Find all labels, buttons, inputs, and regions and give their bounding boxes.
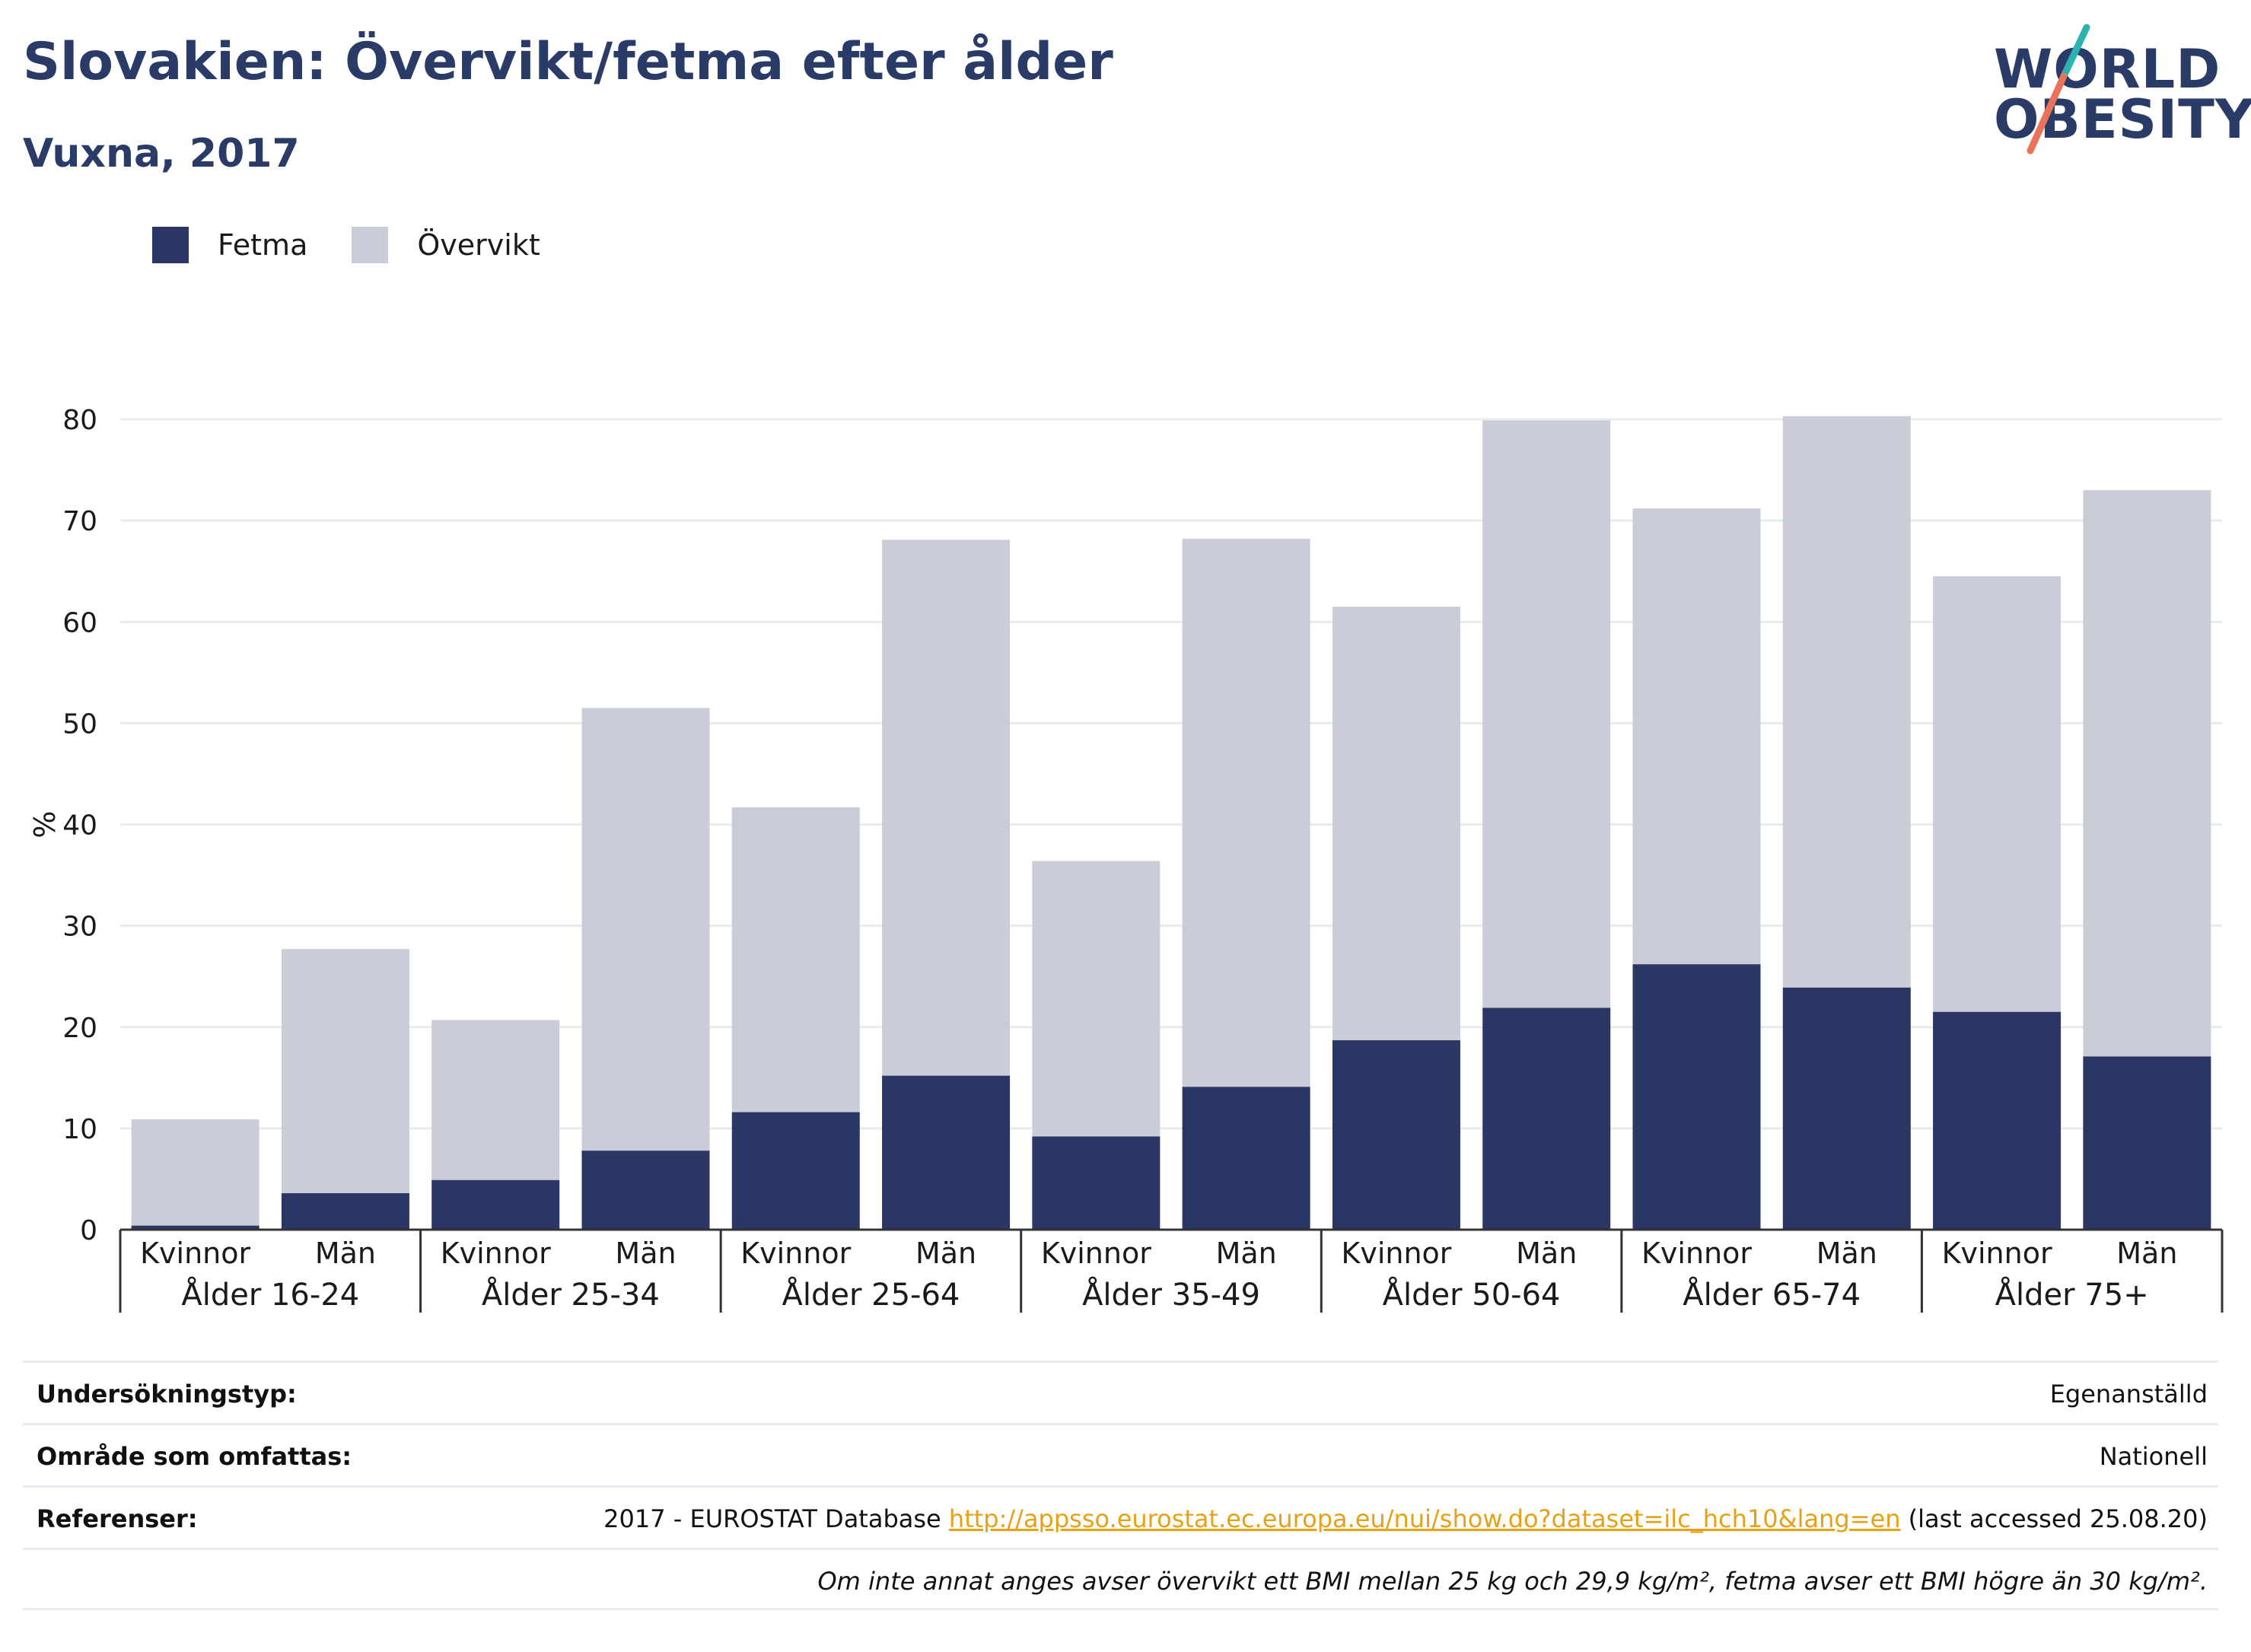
bar-overvikt [581, 708, 710, 1151]
bar-fetma [581, 1151, 710, 1230]
bar-fetma [281, 1193, 409, 1230]
x-tick-label: Kvinnor [1641, 1237, 1752, 1270]
meta-label-coverage: Område som omfattas: [37, 1442, 352, 1471]
x-tick-label: Män [615, 1237, 676, 1270]
meta-label-survey-type: Undersökningstyp: [37, 1380, 297, 1408]
x-tick-label: Män [915, 1237, 976, 1270]
meta-row-references: Referenser: 2017 - EUROSTAT Database htt… [23, 1485, 2218, 1548]
reference-link[interactable]: http://appsso.eurostat.ec.europa.eu/nui/… [948, 1504, 1901, 1533]
chart-legend: Fetma Övervikt [152, 225, 584, 265]
y-tick-label: 40 [62, 810, 97, 842]
logo-slash-icon [2027, 24, 2090, 154]
x-tick-label: Män [1816, 1237, 1877, 1270]
x-tick-label: Män [1216, 1237, 1277, 1270]
x-tick-label: Kvinnor [441, 1237, 551, 1270]
y-tick-label: 50 [62, 708, 97, 740]
y-axis-label: % [28, 810, 62, 838]
x-tick-label: Kvinnor [1341, 1237, 1451, 1270]
meta-value-references: 2017 - EUROSTAT Database http://appsso.e… [603, 1504, 2208, 1533]
bar-fetma [1332, 1040, 1460, 1230]
x-tick-label: Män [315, 1237, 376, 1270]
bar-fetma [882, 1075, 1011, 1230]
x-tick-label: Kvinnor [140, 1237, 250, 1270]
chart-subtitle: Vuxna, 2017 [23, 131, 300, 177]
legend-item-fetma: Fetma [152, 227, 307, 263]
bar-overvikt [882, 540, 1011, 1076]
bar-overvikt [2083, 490, 2211, 1057]
bar-overvikt [731, 807, 860, 1112]
y-tick-label: 0 [80, 1215, 97, 1246]
bar-overvikt [1782, 416, 1911, 988]
bar-overvikt [131, 1119, 259, 1226]
x-tick-label: Kvinnor [1041, 1237, 1151, 1270]
bar-overvikt [431, 1020, 560, 1180]
meta-row-coverage: Område som omfattas: Nationell [23, 1423, 2218, 1485]
group-label: Ålder 25-64 [782, 1276, 960, 1313]
y-tick-label: 30 [62, 912, 97, 943]
bar-overvikt [1482, 420, 1611, 1008]
meta-value-coverage: Nationell [2099, 1442, 2208, 1471]
group-label: Ålder 75+ [1995, 1276, 2149, 1313]
bar-fetma [131, 1225, 259, 1230]
chart-title: Slovakien: Övervikt/fetma efter ålder [23, 32, 1113, 92]
x-tick-label: Kvinnor [1942, 1237, 2052, 1270]
bmi-definition-note: Om inte annat anges avser övervikt ett B… [817, 1567, 2208, 1596]
meta-label-references: Referenser: [37, 1504, 198, 1533]
bar-fetma [1782, 987, 1911, 1230]
metadata-table: Undersökningstyp: Egenanställd Område so… [23, 1361, 2218, 1610]
bar-fetma [1032, 1136, 1161, 1230]
bar-fetma [731, 1112, 860, 1230]
y-tick-label: 70 [62, 506, 97, 537]
bar-overvikt [1182, 539, 1310, 1087]
bar-fetma [2083, 1056, 2211, 1230]
bar-fetma [431, 1179, 560, 1230]
group-label: Ålder 35-49 [1082, 1276, 1260, 1313]
x-tick-label: Män [2116, 1237, 2177, 1270]
x-tick-label: Män [1516, 1237, 1577, 1270]
meta-value-survey-type: Egenanställd [2049, 1380, 2208, 1408]
group-label: Ålder 65-74 [1683, 1276, 1861, 1313]
y-tick-label: 60 [62, 607, 97, 638]
bar-overvikt [1332, 606, 1460, 1041]
bar-overvikt [1933, 576, 2062, 1012]
meta-row-survey-type: Undersökningstyp: Egenanställd [23, 1361, 2218, 1423]
group-label: Ålder 25-34 [482, 1276, 660, 1313]
y-tick-label: 10 [62, 1114, 97, 1145]
reference-prefix: 2017 - EUROSTAT Database [603, 1504, 949, 1533]
legend-label-fetma: Fetma [218, 228, 308, 262]
bar-fetma [1632, 964, 1761, 1230]
y-tick-label: 20 [62, 1013, 97, 1044]
group-label: Ålder 16-24 [181, 1276, 359, 1313]
bar-overvikt [1632, 508, 1761, 965]
bar-fetma [1482, 1007, 1611, 1230]
group-label: Ålder 50-64 [1383, 1276, 1561, 1313]
x-tick-label: Kvinnor [740, 1237, 851, 1270]
bar-fetma [1182, 1087, 1310, 1230]
reference-suffix: (last accessed 25.08.20) [1900, 1504, 2208, 1533]
legend-swatch-overvikt [352, 227, 389, 263]
bar-overvikt [281, 949, 409, 1194]
logo-line-1: WORLD [1994, 38, 2221, 100]
legend-label-overvikt: Övervikt [417, 228, 540, 262]
legend-swatch-fetma [152, 227, 189, 263]
stacked-bar-chart: 0 10 20 30 40 50 60 70 80% Kvinnor Män Kvinnor Män Kv… [28, 405, 2224, 1313]
bar-overvikt [1032, 861, 1161, 1137]
bar-fetma [1933, 1011, 2062, 1230]
y-tick-label: 80 [62, 405, 97, 436]
world-obesity-logo: WORLD OBESITY [1979, 21, 2251, 158]
legend-item-overvikt: Övervikt [352, 227, 540, 263]
meta-row-note: Om inte annat anges avser övervikt ett B… [23, 1548, 2218, 1610]
